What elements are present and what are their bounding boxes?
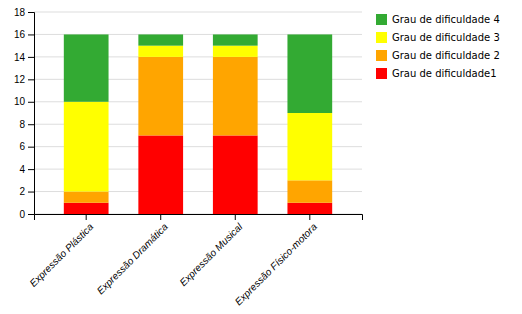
y-tick: 12	[14, 74, 34, 85]
bar	[64, 192, 109, 203]
bar	[138, 135, 183, 214]
legend-item: Grau de dificuldade 3	[376, 32, 500, 43]
x-tick-label: Expressão Plástica	[27, 221, 95, 289]
y-axis-line	[28, 13, 35, 215]
y-tick-mark	[28, 12, 34, 13]
y-tick-mark	[28, 79, 34, 80]
y-axis: 0 2 4 6 8 10 12 14 16 18	[14, 7, 35, 220]
bar	[138, 46, 183, 57]
y-tick: 18	[14, 7, 34, 18]
bar	[287, 203, 332, 214]
chart: 024681012141618Expressão PlásticaExpress…	[0, 0, 522, 314]
bar	[64, 34, 109, 101]
x-tick-mark	[160, 214, 161, 220]
y-tick-mark	[28, 124, 34, 125]
x-axis: Expressão PlásticaExpressão DramáticaExp…	[27, 214, 362, 307]
bar	[64, 203, 109, 214]
bar	[213, 57, 258, 136]
legend-label: Grau de dificuldade 2	[392, 50, 500, 61]
legend-item: Grau de dificuldade 2	[376, 50, 500, 61]
y-tick: 14	[14, 52, 34, 63]
x-tick-mark	[86, 214, 87, 220]
x-tick: Expressão Musical	[177, 214, 245, 288]
y-tick-label: 6	[19, 141, 25, 152]
y-tick-mark	[28, 169, 34, 170]
y-tick-mark	[28, 214, 34, 215]
y-tick-mark	[28, 57, 34, 58]
bar	[138, 57, 183, 136]
y-tick-label: 8	[19, 119, 25, 130]
plot-area: 024681012141618Expressão PlásticaExpress…	[14, 7, 363, 308]
legend-label: Grau de dificuldade1	[392, 68, 497, 79]
x-tick-label: Expressão Físico-motora	[233, 221, 320, 308]
grid-line	[34, 12, 362, 13]
x-tick-mark	[235, 214, 236, 220]
y-tick-label: 14	[14, 52, 26, 63]
x-axis-line	[35, 215, 363, 221]
legend-swatch	[376, 68, 387, 79]
x-tick-label: Expressão Musical	[177, 221, 245, 289]
legend-item: Grau de dificuldade1	[376, 68, 497, 79]
bar	[213, 46, 258, 57]
y-tick-label: 10	[14, 96, 26, 107]
y-tick: 10	[14, 96, 34, 107]
y-tick: 8	[19, 119, 34, 130]
legend-item: Grau de dificuldade 4	[376, 14, 500, 25]
bar	[213, 135, 258, 214]
bar	[138, 34, 183, 45]
x-tick-mark	[309, 214, 310, 220]
x-tick-label: Expressão Dramática	[95, 221, 171, 297]
legend-label: Grau de dificuldade 3	[392, 32, 500, 43]
bar-series	[64, 34, 332, 113]
grid	[34, 12, 362, 214]
y-tick: 6	[19, 141, 34, 152]
y-tick-label: 2	[19, 186, 25, 197]
y-tick-label: 4	[19, 164, 25, 175]
legend-label: Grau de dificuldade 4	[392, 14, 500, 25]
legend: Grau de dificuldade 4 Grau de dificuldade…	[376, 14, 500, 79]
y-tick-mark	[28, 192, 34, 193]
legend-swatch	[376, 14, 387, 25]
bars	[64, 34, 332, 214]
legend-swatch	[376, 50, 387, 61]
bar	[287, 113, 332, 180]
y-tick: 0	[19, 209, 34, 220]
y-tick: 16	[14, 29, 34, 40]
bar	[64, 102, 109, 192]
x-tick: Expressão Plástica	[27, 214, 95, 289]
y-tick-mark	[28, 102, 34, 103]
y-tick-label: 0	[19, 209, 25, 220]
y-tick-mark	[28, 34, 34, 35]
y-tick-mark	[28, 147, 34, 148]
y-tick-label: 12	[14, 74, 26, 85]
y-tick-label: 18	[14, 7, 26, 18]
legend-swatch	[376, 32, 387, 43]
bar	[287, 34, 332, 113]
bar	[287, 180, 332, 202]
y-tick-label: 16	[14, 29, 26, 40]
x-tick: Expressão Dramática	[95, 214, 171, 296]
bar	[213, 34, 258, 45]
x-tick: Expressão Físico-motora	[233, 214, 320, 307]
y-tick: 4	[19, 164, 34, 175]
y-tick: 2	[19, 186, 34, 197]
